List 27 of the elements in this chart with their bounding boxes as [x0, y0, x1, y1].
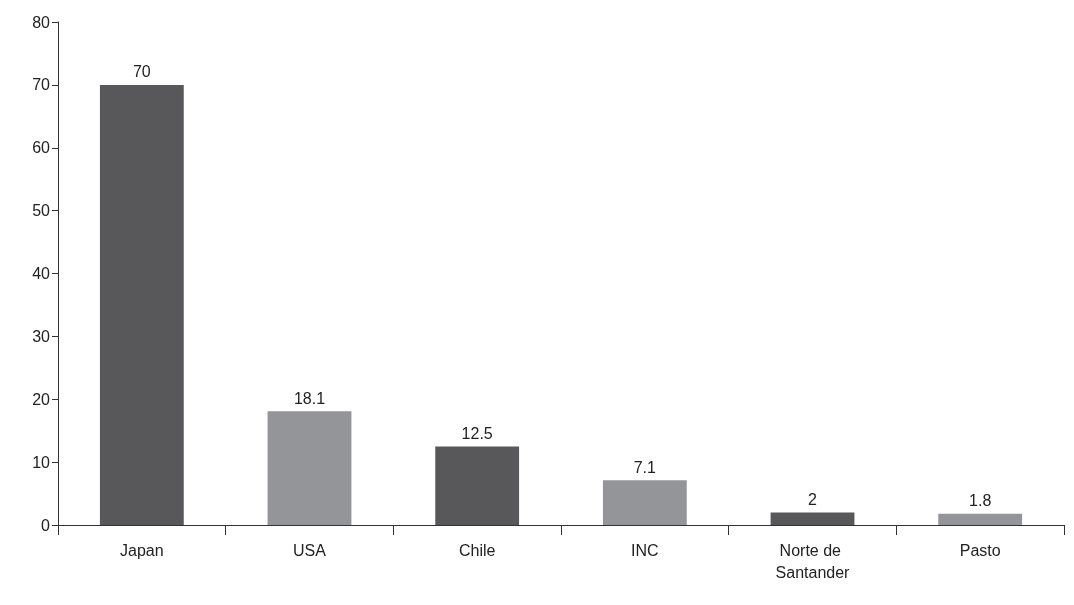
x-tick-label: Japan — [120, 541, 164, 559]
x-tick-label: Norte de Santander — [775, 541, 851, 581]
y-tick-label: 70 — [32, 76, 51, 94]
y-tick-label: 0 — [41, 516, 51, 534]
bar — [267, 411, 352, 525]
bar — [602, 480, 687, 525]
bar — [938, 513, 1023, 525]
x-tick-label: Pasto — [959, 541, 1001, 559]
y-tick-label: 40 — [32, 265, 51, 282]
y-tick-label: 80 — [32, 13, 51, 31]
data-label: 7.1 — [633, 458, 657, 476]
y-tick-label: 20 — [32, 390, 51, 408]
data-label: 1.8 — [969, 492, 992, 510]
y-tick-label: 30 — [32, 327, 51, 345]
x-tick-label: INC — [631, 541, 659, 559]
y-tick-label: 50 — [32, 202, 51, 220]
bar — [770, 512, 855, 525]
x-tick-label: USA — [293, 541, 327, 559]
data-label: 12.5 — [461, 424, 493, 442]
y-tick-label: 60 — [32, 139, 51, 157]
data-label: 18.1 — [293, 389, 326, 407]
data-label: 2 — [808, 490, 818, 508]
data-label: 70 — [132, 63, 151, 81]
y-tick-label: 10 — [32, 453, 51, 471]
bar — [435, 446, 520, 525]
bar — [99, 84, 184, 525]
x-tick-label: Chile — [458, 541, 496, 559]
